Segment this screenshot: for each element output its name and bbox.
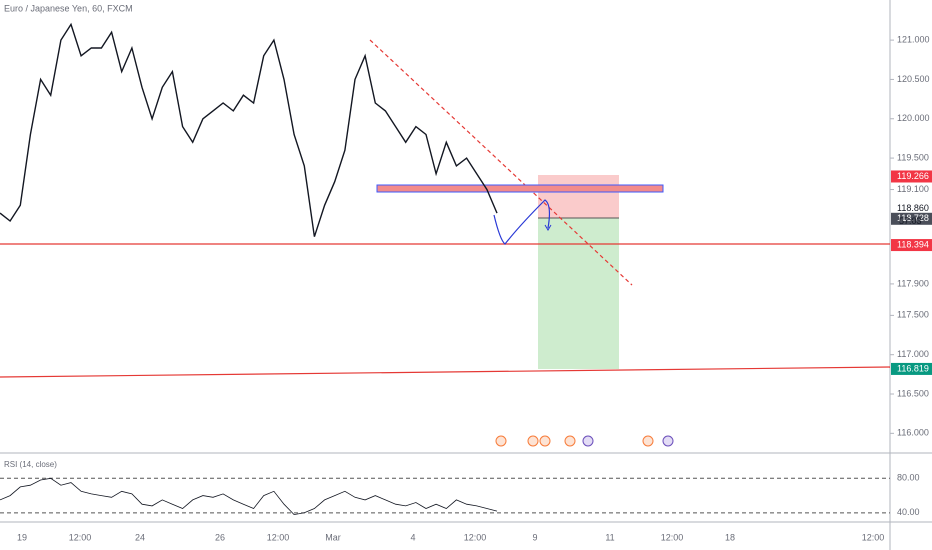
price-tag-label: 118.394 bbox=[897, 239, 929, 249]
y-tick-label: 80.00 bbox=[897, 473, 920, 483]
resistance-zone[interactable] bbox=[376, 184, 664, 193]
x-tick-label: 9 bbox=[532, 532, 537, 542]
price-tag-label: 118.860 bbox=[897, 203, 929, 213]
x-tick-label: 12:00 bbox=[862, 532, 885, 542]
x-tick-label: 11 bbox=[605, 532, 614, 542]
price-tag-label: 116.819 bbox=[897, 363, 929, 373]
countdown: 57:03 bbox=[899, 216, 922, 226]
x-tick-label: Mar bbox=[325, 532, 341, 542]
price-tag bbox=[891, 239, 932, 252]
price-tag-label: 118.728 bbox=[897, 213, 929, 223]
y-tick-label: 117.500 bbox=[897, 310, 929, 320]
x-tick-label: 19 bbox=[17, 532, 27, 542]
price-tag bbox=[891, 170, 932, 183]
y-tick-label: 116.000 bbox=[897, 428, 929, 438]
down-trend-line[interactable] bbox=[369, 39, 633, 286]
y-tick-label: 120.000 bbox=[897, 113, 930, 123]
x-tick-label: 12:00 bbox=[661, 532, 684, 542]
projection-arrow bbox=[544, 224, 552, 231]
price-line bbox=[0, 22, 498, 237]
chart-title: Euro / Japanese Yen, 60, FXCM bbox=[4, 3, 133, 13]
target-zone[interactable] bbox=[538, 218, 619, 369]
x-tick-label: 24 bbox=[135, 532, 145, 542]
y-tick-label: 117.000 bbox=[897, 349, 929, 359]
x-tick-label: 12:00 bbox=[267, 532, 290, 542]
stop-zone[interactable] bbox=[538, 175, 619, 218]
price-tag bbox=[891, 202, 932, 215]
y-tick-label: 117.900 bbox=[897, 278, 929, 288]
y-tick-label: 120.500 bbox=[897, 74, 930, 84]
price-tag bbox=[891, 362, 932, 375]
price-tag bbox=[891, 212, 932, 225]
y-tick-label: 116.500 bbox=[897, 388, 929, 398]
rsi-title: RSI (14, close) bbox=[4, 460, 57, 469]
y-tick-label: 40.00 bbox=[897, 507, 920, 517]
y-tick-label: 121.000 bbox=[897, 34, 930, 44]
y-tick-label: 119.100 bbox=[897, 184, 929, 194]
x-tick-label: 18 bbox=[725, 532, 735, 542]
price-tag-label: 119.266 bbox=[897, 171, 929, 181]
lower-trend-line[interactable] bbox=[0, 366, 891, 378]
x-tick-label: 26 bbox=[215, 532, 225, 542]
x-tick-label: 4 bbox=[410, 532, 415, 542]
x-tick-label: 12:00 bbox=[69, 532, 92, 542]
projection-curve bbox=[493, 199, 551, 245]
y-tick-label: 119.500 bbox=[897, 152, 929, 162]
x-tick-label: 12:00 bbox=[464, 532, 487, 542]
event-icons[interactable] bbox=[495, 435, 674, 447]
rsi-line bbox=[0, 477, 498, 516]
